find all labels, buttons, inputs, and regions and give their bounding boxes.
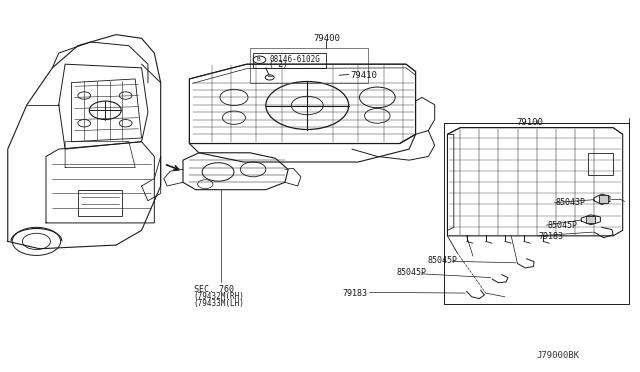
Text: 85045P: 85045P [396,268,426,277]
Bar [78,190,122,215]
Text: 79410: 79410 [351,71,378,80]
Text: 79183: 79183 [343,289,368,298]
Text: SEC. 760: SEC. 760 [194,285,234,294]
Bar [599,195,608,203]
Text: 08146-6102G: 08146-6102G [269,55,320,64]
Text: 79183: 79183 [539,232,564,241]
Bar [444,123,629,304]
Text: B: B [257,57,260,62]
Text: 79400: 79400 [314,34,340,43]
Text: (79433M(LH): (79433M(LH) [194,299,244,308]
Bar [250,48,368,83]
Text: 85045P: 85045P [547,221,577,230]
Bar [253,53,326,68]
Bar [586,216,595,223]
Text: 85045P: 85045P [427,256,457,265]
Text: J79000BK: J79000BK [537,351,580,360]
Text: 85043P: 85043P [556,198,586,207]
Text: 79100: 79100 [516,118,543,127]
Text: (79432M(RH): (79432M(RH) [194,292,244,301]
Text: ( 2): ( 2) [269,60,287,69]
Bar [588,153,613,175]
